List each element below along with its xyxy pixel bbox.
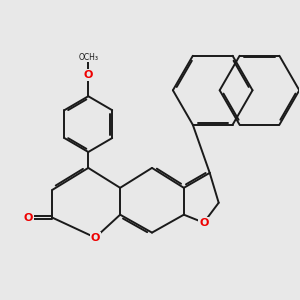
Text: O: O — [24, 213, 33, 223]
Text: O: O — [91, 232, 100, 243]
Text: OCH₃: OCH₃ — [78, 53, 98, 62]
Text: O: O — [199, 218, 208, 228]
Text: O: O — [84, 70, 93, 80]
